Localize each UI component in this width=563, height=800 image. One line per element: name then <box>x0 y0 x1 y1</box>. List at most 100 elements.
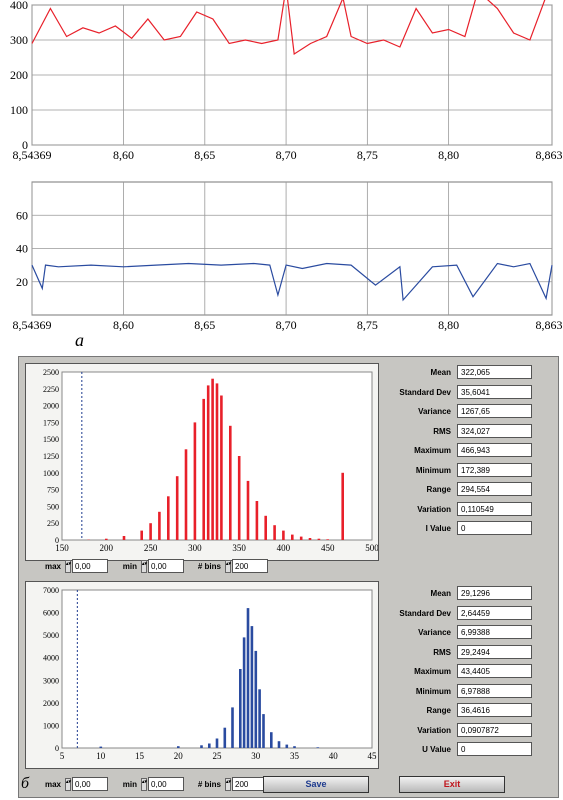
histogram-bar <box>206 385 210 540</box>
min-input[interactable]: 0,00 <box>148 777 184 791</box>
stat-row: Minimum 172,389 <box>385 462 535 480</box>
stat-value: 1267,65 <box>457 404 532 418</box>
max-label: max <box>44 780 61 789</box>
x-tick-label: 5 <box>60 751 65 761</box>
stat-row: Maximum 466,943 <box>385 443 535 460</box>
histogram-bar <box>264 515 267 540</box>
exit-button[interactable]: Exit <box>399 776 505 793</box>
panel-b-label: б <box>21 775 30 792</box>
min-input[interactable]: 0,00 <box>148 559 184 573</box>
y-tick-label: 0 <box>55 536 59 545</box>
spinner-arrows-icon[interactable]: ▴▾ <box>141 778 147 791</box>
histogram-bar <box>167 496 170 540</box>
stat-row: U Value 0 <box>385 742 535 759</box>
y-tick-label: 1500 <box>43 435 59 444</box>
y-tick-label: 1250 <box>43 452 59 461</box>
red-histogram-chart: 150 200 250 300 350 400 450 500 0 250 500 750 1000 12… <box>43 368 379 553</box>
stat-row: Range 294,554 <box>385 482 535 499</box>
spinner-arrows-icon[interactable]: ▴▾ <box>225 560 231 573</box>
histogram-bar <box>291 534 294 540</box>
stat-label: Maximum <box>414 667 451 676</box>
y-tick-label: 0 <box>55 744 59 753</box>
panel-a-label: a <box>75 330 84 350</box>
stat-label: Variance <box>418 628 451 637</box>
x-tick-label: 8,8636 <box>536 148 563 162</box>
histogram-bar <box>202 398 205 540</box>
plot-area <box>61 589 373 749</box>
stat-row: Standard Dev 35,6041 <box>385 384 535 402</box>
histogram-bar <box>254 650 258 748</box>
spinner-arrows-icon[interactable]: ▴▾ <box>65 778 71 791</box>
histogram-bar <box>140 530 143 540</box>
max-input[interactable]: 0,00 <box>72 559 108 573</box>
stat-value: 322,065 <box>457 365 532 379</box>
stat-label: Range <box>426 706 451 715</box>
histogram-bar <box>250 626 254 748</box>
blue-time-series-chart: 8,54369 8,60 8,65 8,70 8,75 8,80 8,8636 20 40 60 <box>13 181 563 332</box>
stat-label: RMS <box>433 426 451 436</box>
blue-histogram-frame: 5 10 15 20 25 30 35 40 45 0 1000 2000 3000 4000 5000 60… <box>25 581 379 769</box>
x-tick-label: 45 <box>368 751 378 761</box>
histogram-bar <box>239 669 242 748</box>
stat-row: RMS 29,2494 <box>385 644 535 662</box>
spinner-arrows-icon[interactable]: ▴▾ <box>225 778 231 791</box>
x-tick-label: 8,80 <box>438 318 459 332</box>
bins-input[interactable]: 200 <box>232 559 268 573</box>
x-tick-label: 250 <box>144 543 158 553</box>
y-tick-label: 1000 <box>43 469 59 478</box>
max-label: max <box>44 562 61 571</box>
x-tick-label: 25 <box>213 751 223 761</box>
stat-value: 0 <box>457 521 532 535</box>
red-histogram-stats: Mean 322,065 Standard Dev 35,6041 Variance 12… <box>385 365 545 545</box>
stat-label: Mean <box>430 368 451 377</box>
x-tick-label: 200 <box>100 543 114 553</box>
histogram-bar <box>208 743 211 748</box>
x-tick-label: 30 <box>251 751 261 761</box>
stat-row: Variance 6,99388 <box>385 625 535 642</box>
histogram-bar <box>99 746 103 748</box>
max-input[interactable]: 0,00 <box>72 777 108 791</box>
y-tick-label: 20 <box>16 275 28 289</box>
histogram-bar <box>308 538 312 540</box>
x-tick-label: 35 <box>290 751 300 761</box>
x-tick-label: 8,75 <box>357 148 378 162</box>
x-tick-label: 10 <box>96 751 106 761</box>
histogram-bar <box>177 746 180 748</box>
histogram-bar <box>211 378 214 540</box>
spinner-arrows-icon[interactable]: ▴▾ <box>65 560 71 573</box>
blue-histogram-stats: Mean 29,1296 Standard Dev 2,64459 Variance 6,… <box>385 586 545 766</box>
y-tick-label: 2000 <box>43 699 59 708</box>
histogram-bar <box>285 744 289 748</box>
x-tick-label: 8,65 <box>194 148 215 162</box>
min-control: min ▴▾ 0,00 <box>123 559 185 575</box>
min-control: min ▴▾ 0,00 <box>123 777 185 793</box>
y-tick-label: 750 <box>47 486 59 495</box>
histogram-bar <box>175 476 179 540</box>
stat-row: Variation 0,110549 <box>385 501 535 519</box>
histogram-bar <box>262 714 265 748</box>
stat-row: Variation 0,0907872 <box>385 722 535 740</box>
histogram-bar <box>277 741 281 748</box>
stat-row: Range 36,4616 <box>385 703 535 720</box>
stat-row: Maximum 43,4405 <box>385 664 535 681</box>
y-tick-label: 1000 <box>43 721 59 730</box>
stat-label: Variation <box>417 504 451 514</box>
histogram-bar <box>149 523 152 540</box>
y-tick-label: 250 <box>47 519 59 528</box>
stat-label: Variation <box>417 725 451 735</box>
stat-row: Standard Dev 2,64459 <box>385 605 535 623</box>
stat-row: Variance 1267,65 <box>385 404 535 421</box>
spinner-arrows-icon[interactable]: ▴▾ <box>141 560 147 573</box>
stat-label: RMS <box>433 647 451 657</box>
histogram-bar <box>246 608 250 748</box>
stat-label: Minimum <box>415 465 451 475</box>
y-tick-label: 2000 <box>43 402 59 411</box>
y-tick-label: 5000 <box>43 631 59 640</box>
save-button[interactable]: Save <box>263 776 369 793</box>
series-line <box>31 262 553 302</box>
histogram-bar <box>122 536 126 540</box>
x-tick-label: 150 <box>55 543 69 553</box>
y-tick-label: 400 <box>10 0 28 12</box>
min-label: min <box>122 780 137 789</box>
x-tick-label: 500 <box>365 543 378 553</box>
